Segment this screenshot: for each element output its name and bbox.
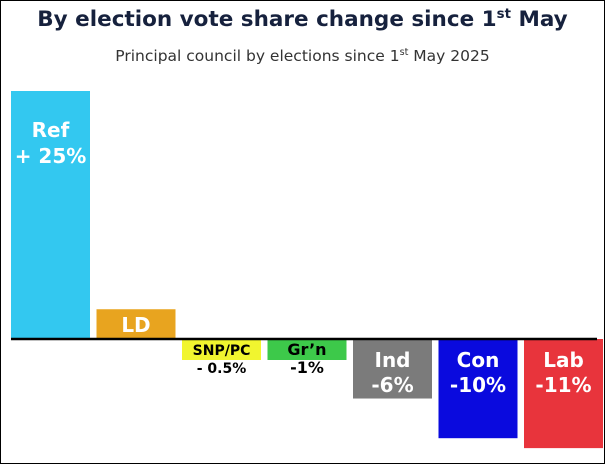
chart-subtitle-sup: st <box>399 46 409 58</box>
value-label-con: -10% <box>450 373 506 397</box>
bar-ref <box>11 91 90 339</box>
bar-gr-n <box>267 340 347 360</box>
bar-ind <box>353 339 432 399</box>
chart-title-text: By election vote share change since 1 <box>37 7 497 32</box>
chart-title: By election vote share change since 1st … <box>1 7 604 32</box>
bar-snp-pc <box>182 340 261 360</box>
category-label-ld: LD <box>121 313 150 337</box>
bar-con <box>438 339 518 439</box>
value-label-ld: +3% <box>111 339 162 363</box>
value-label-snp-pc: - 0.5% <box>197 361 247 377</box>
chart-subtitle: Principal council by elections since 1st… <box>1 47 604 65</box>
bar-lab <box>524 339 603 449</box>
value-label-ref: + 25% <box>15 144 87 168</box>
category-label-ind: Ind <box>375 348 411 372</box>
bar-ld <box>96 309 176 339</box>
chart-title-sup: st <box>496 6 511 22</box>
value-label-lab: -11% <box>535 373 591 397</box>
category-label-snp-pc: SNP/PC <box>193 343 251 359</box>
category-label-gr-n: Gr’n <box>287 340 326 359</box>
chart-title-suffix: May <box>510 7 568 32</box>
value-label-gr-n: -1% <box>290 358 324 377</box>
category-label-con: Con <box>457 348 500 372</box>
value-label-ind: -6% <box>371 373 413 397</box>
chart-subtitle-suffix: May 2025 <box>408 47 490 65</box>
chart-subtitle-text: Principal council by elections since 1 <box>115 47 400 65</box>
category-label-lab: Lab <box>543 348 584 372</box>
category-label-ref: Ref <box>32 118 70 142</box>
